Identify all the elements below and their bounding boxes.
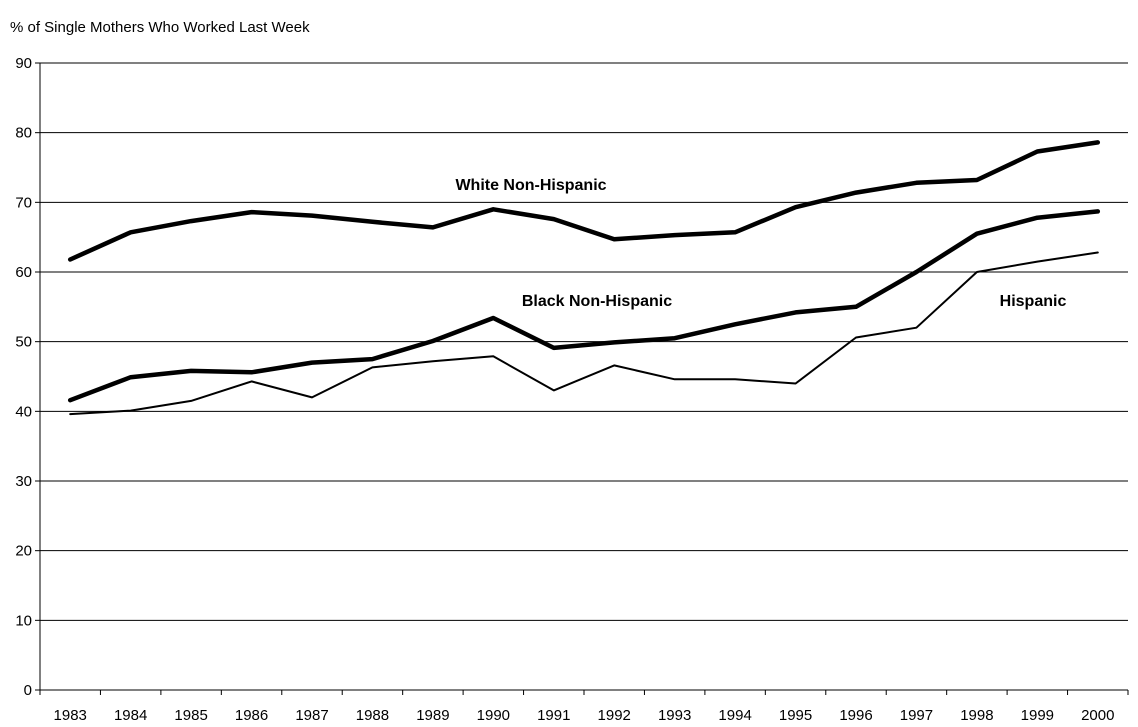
y-tick-label-70: 70 — [15, 194, 32, 211]
y-tick-label-10: 10 — [15, 612, 32, 629]
y-tick-label-80: 80 — [15, 125, 32, 142]
series-line-hispanic — [69, 251, 1099, 416]
y-tick-label-60: 60 — [15, 264, 32, 281]
x-tick-label-1996: 1996 — [839, 707, 872, 724]
tick-labels: 0 10 20 30 40 50 60 70 80 90 1983 1984 1985 1986 1987 1… — [15, 55, 1114, 724]
series-label-white-non-hispanic: White Non-Hispanic — [455, 177, 606, 194]
series-lines — [67, 140, 1101, 416]
x-tick-label-1993: 1993 — [658, 707, 691, 724]
x-tick-label-1991: 1991 — [537, 707, 570, 724]
series-labels: White Non-Hispanic Black Non-Hispanic Hisp… — [455, 177, 1066, 310]
y-tick-label-20: 20 — [15, 543, 32, 560]
x-tick-label-1988: 1988 — [356, 707, 389, 724]
y-tick-label-0: 0 — [24, 682, 32, 699]
x-tick-label-1997: 1997 — [900, 707, 933, 724]
y-axis-title: % of Single Mothers Who Worked Last Week — [10, 19, 310, 36]
gridlines — [40, 62, 1128, 691]
series-label-black-non-hispanic: Black Non-Hispanic — [522, 293, 672, 310]
x-tick-label-1984: 1984 — [114, 707, 147, 724]
x-tick-label-1987: 1987 — [295, 707, 328, 724]
x-tick-label-1989: 1989 — [416, 707, 449, 724]
x-tick-label-1990: 1990 — [477, 707, 510, 724]
series-label-hispanic: Hispanic — [1000, 293, 1067, 310]
y-tick-label-90: 90 — [15, 55, 32, 72]
x-tick-label-1986: 1986 — [235, 707, 268, 724]
y-tick-label-30: 30 — [15, 473, 32, 490]
x-tick-label-1992: 1992 — [598, 707, 631, 724]
x-tick-label-1994: 1994 — [718, 707, 751, 724]
x-tick-label-1983: 1983 — [54, 707, 87, 724]
axes — [35, 62, 1129, 695]
y-tick-label-40: 40 — [15, 403, 32, 420]
x-tick-label-1995: 1995 — [779, 707, 812, 724]
x-tick-label-1985: 1985 — [174, 707, 207, 724]
x-tick-label-1999: 1999 — [1021, 707, 1054, 724]
series-line-white-non-hispanic — [67, 140, 1101, 262]
y-tick-label-50: 50 — [15, 334, 32, 351]
series-line-black-non-hispanic — [67, 209, 1101, 403]
x-tick-label-2000: 2000 — [1081, 707, 1114, 724]
x-tick-label-1998: 1998 — [960, 707, 993, 724]
